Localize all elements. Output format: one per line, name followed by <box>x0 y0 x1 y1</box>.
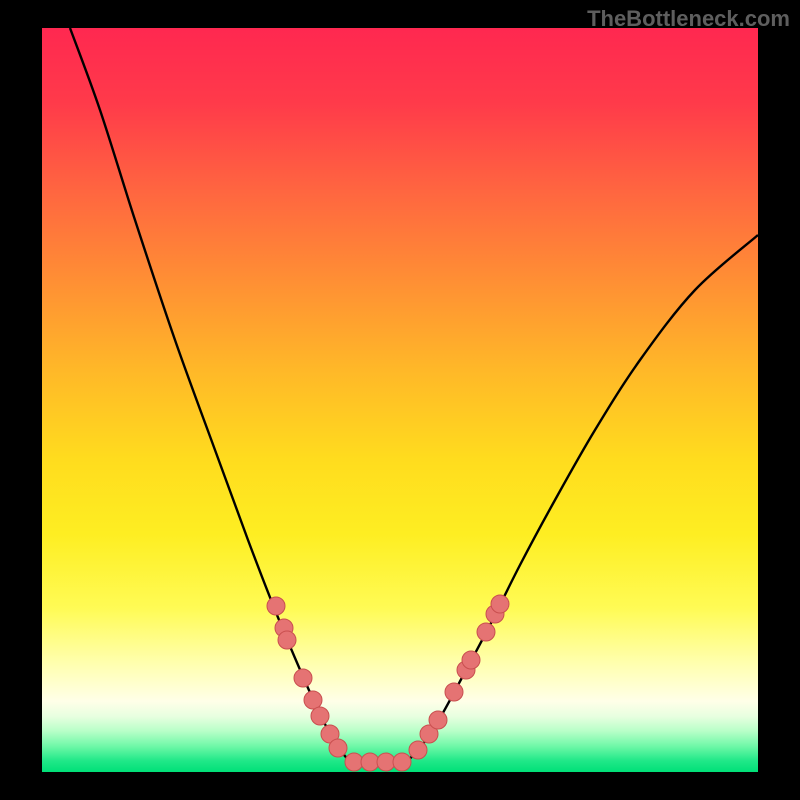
marker-point <box>445 683 463 701</box>
marker-point <box>304 691 322 709</box>
marker-point <box>462 651 480 669</box>
marker-point <box>393 753 411 771</box>
marker-point <box>278 631 296 649</box>
marker-point <box>491 595 509 613</box>
marker-point <box>294 669 312 687</box>
marker-point <box>477 623 495 641</box>
marker-point <box>377 753 395 771</box>
marker-point <box>345 753 363 771</box>
marker-point <box>429 711 447 729</box>
marker-point <box>267 597 285 615</box>
marker-point <box>361 753 379 771</box>
chart-container: TheBottleneck.com <box>0 0 800 800</box>
chart-svg <box>0 0 800 800</box>
marker-point <box>329 739 347 757</box>
marker-point <box>409 741 427 759</box>
chart-plot-bg <box>42 28 758 772</box>
watermark-text: TheBottleneck.com <box>587 6 790 32</box>
marker-point <box>311 707 329 725</box>
